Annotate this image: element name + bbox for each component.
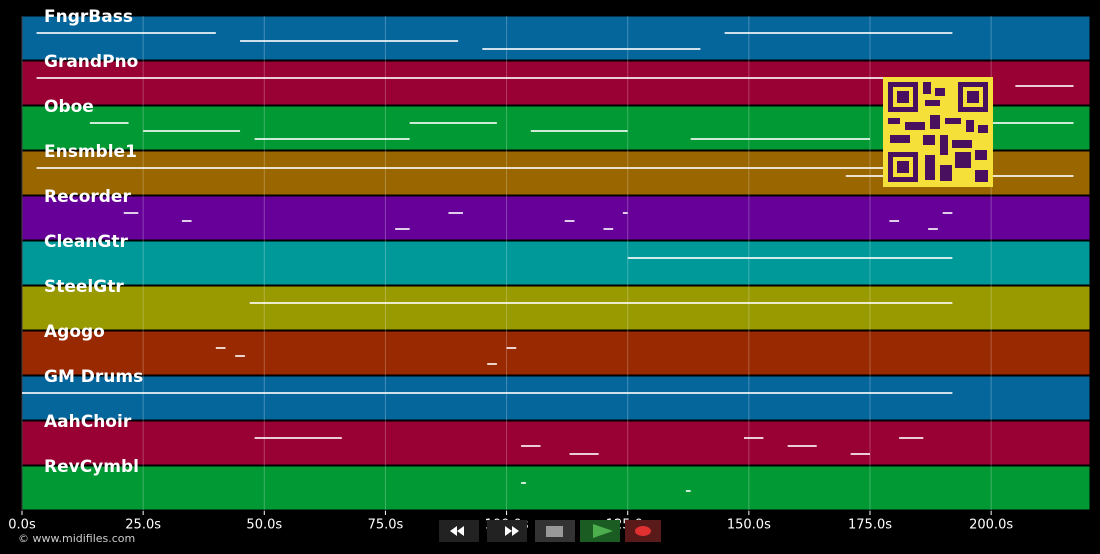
track-row <box>21 240 1091 286</box>
grid <box>21 16 992 511</box>
track-row <box>21 195 1091 241</box>
note <box>899 437 924 439</box>
note <box>521 482 526 484</box>
note <box>487 363 497 365</box>
note <box>36 32 216 34</box>
note <box>240 40 459 42</box>
note <box>409 122 497 124</box>
track-row <box>21 15 1091 61</box>
note <box>928 228 938 230</box>
copyright: © www.midifiles.com <box>18 532 135 545</box>
note <box>530 130 628 132</box>
x-tick-label: 150.0s <box>727 518 771 533</box>
track-label: Agogo <box>44 322 105 342</box>
note <box>181 220 192 222</box>
track-label: Oboe <box>44 97 94 117</box>
note <box>22 392 953 394</box>
note <box>942 212 953 214</box>
track-label: SteelGtr <box>44 277 124 297</box>
x-tick-label: 75.0s <box>368 518 404 533</box>
track-label: AahChoir <box>44 412 132 432</box>
track-label: RevCymbl <box>44 457 139 477</box>
track-labels: FngrBass GrandPno Oboe Ensmble1 Recorder Clea… <box>44 7 143 477</box>
note <box>254 138 410 140</box>
note <box>569 453 599 455</box>
x-tick-label: 175.0s <box>848 518 892 533</box>
note <box>690 138 871 140</box>
note <box>622 212 628 214</box>
note <box>991 122 1074 124</box>
note <box>249 302 953 304</box>
track-label: GM Drums <box>44 367 143 387</box>
note <box>143 130 241 132</box>
note <box>448 212 463 214</box>
note <box>215 347 226 349</box>
x-tick-label: 0.0s <box>8 518 36 533</box>
track-row <box>21 420 1091 466</box>
track-label: GrandPno <box>44 52 138 72</box>
track-label: Recorder <box>44 187 131 207</box>
track-row <box>21 375 1091 421</box>
note <box>744 437 764 439</box>
note <box>254 437 342 439</box>
note <box>36 167 885 169</box>
note <box>787 445 817 447</box>
note <box>1015 85 1074 87</box>
track-label: Ensmble1 <box>44 142 137 162</box>
notes <box>22 32 1074 492</box>
note <box>482 48 701 50</box>
x-tick-label: 25.0s <box>125 518 161 533</box>
note <box>603 228 614 230</box>
x-tick-label: 50.0s <box>246 518 282 533</box>
note <box>395 228 410 230</box>
qr-code <box>883 77 993 187</box>
track-row <box>21 330 1091 376</box>
note <box>506 347 517 349</box>
x-tick-label: 200.0s <box>969 518 1013 533</box>
track-row <box>21 465 1091 511</box>
note <box>627 257 953 259</box>
note <box>850 453 871 455</box>
track-row <box>21 285 1091 331</box>
note <box>521 445 541 447</box>
track-label: CleanGtr <box>44 232 128 252</box>
note <box>36 77 885 79</box>
note <box>564 220 575 222</box>
transport-controls <box>439 520 661 542</box>
note <box>724 32 953 34</box>
note <box>685 490 691 492</box>
track-label: FngrBass <box>44 7 133 27</box>
note <box>123 212 139 214</box>
note <box>889 220 900 222</box>
note <box>235 355 245 357</box>
note <box>89 122 129 124</box>
